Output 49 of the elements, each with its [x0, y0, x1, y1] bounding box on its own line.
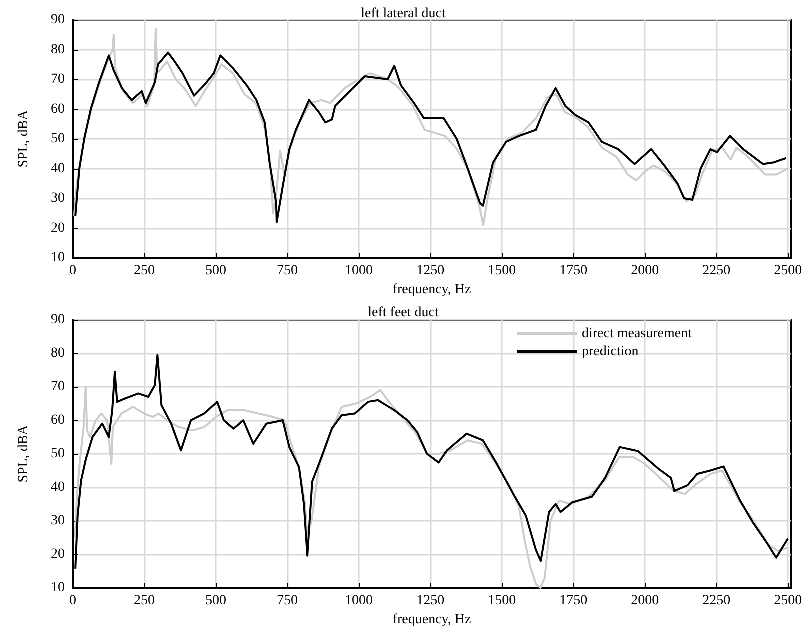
y-tick-label: 40: [51, 161, 65, 176]
x-axis-title: frequency, Hz: [392, 612, 472, 628]
legend-label: direct measurement: [582, 326, 692, 342]
x-tick-label: 500: [206, 264, 227, 278]
x-tick-label: 1250: [416, 264, 445, 278]
y-tick-label: 70: [51, 380, 65, 394]
y-tick-label: 60: [51, 102, 65, 117]
y-tick-label: 90: [51, 12, 65, 28]
y-tick-label: 80: [51, 346, 65, 361]
x-tick-label: 500: [206, 594, 227, 608]
y-tick-label: 40: [51, 480, 65, 495]
x-tick-label: 1250: [416, 594, 445, 608]
x-tick-label: 2000: [631, 264, 660, 278]
x-tick-label: 1000: [345, 594, 374, 608]
x-tick-label: 1500: [488, 264, 516, 278]
y-tick-label: 10: [51, 580, 65, 596]
x-tick-label: 250: [134, 264, 156, 278]
y-tick-label: 70: [51, 72, 65, 87]
x-tick-label: 750: [277, 264, 298, 278]
y-axis-title: SPL, dBA: [16, 109, 32, 168]
x-tick-label: 2250: [702, 594, 731, 608]
x-tick-label: 1750: [560, 594, 588, 608]
x-tick-label: 2250: [702, 264, 731, 278]
x-tick-label: 2000: [631, 594, 660, 608]
y-tick-label: 80: [51, 42, 65, 58]
y-tick-label: 30: [51, 514, 65, 528]
x-tick-label: 2500: [774, 594, 802, 608]
y-tick-label: 20: [51, 220, 65, 236]
x-tick-label: 750: [277, 594, 298, 608]
y-tick-label: 20: [51, 547, 65, 562]
chart-title: left lateral duct: [361, 6, 446, 22]
x-tick-label: 1500: [488, 594, 516, 608]
x-tick-label: 0: [70, 264, 76, 278]
line-series: [74, 386, 790, 589]
x-axis-title: frequency, Hz: [392, 282, 472, 298]
y-tick-label: 50: [51, 446, 65, 462]
y-tick-label: 30: [51, 191, 65, 206]
x-tick-label: 2500: [774, 264, 802, 278]
y-tick-label: 60: [51, 413, 65, 428]
y-tick-label: 50: [51, 132, 65, 146]
x-tick-label: 0: [70, 594, 76, 608]
legend-label: prediction: [582, 344, 639, 360]
x-tick-label: 1000: [345, 264, 374, 278]
y-tick-label: 10: [51, 250, 65, 266]
y-tick-label: 90: [51, 312, 65, 328]
y-axis-title: SPL, dBA: [16, 424, 32, 483]
x-tick-label: 1750: [560, 264, 588, 278]
x-tick-label: 250: [134, 594, 156, 608]
chart-title: left feet duct: [368, 306, 439, 320]
